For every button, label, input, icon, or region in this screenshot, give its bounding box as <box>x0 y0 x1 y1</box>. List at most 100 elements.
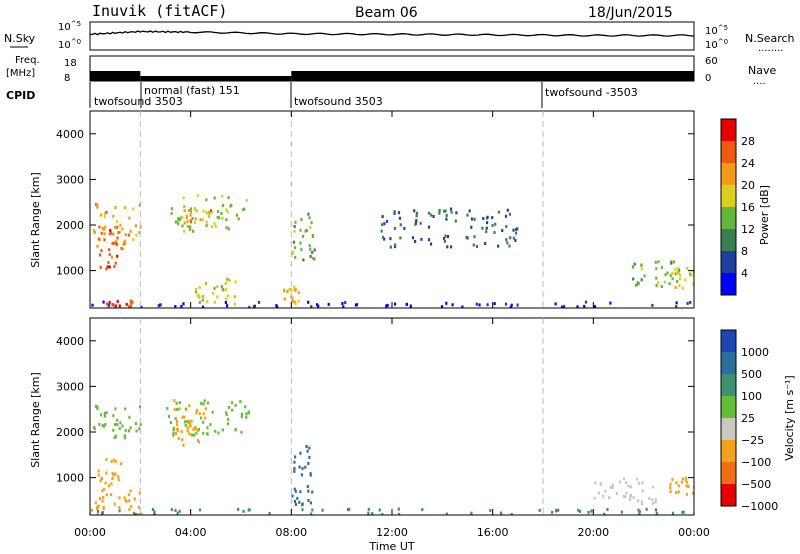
velocity-panel: 1000 2000 3000 4000 Slant Range [km] 1000 50… <box>29 317 796 516</box>
data-cell <box>299 490 302 494</box>
data-cell <box>124 233 127 236</box>
data-cell <box>645 507 648 511</box>
data-cell <box>100 231 103 235</box>
data-cell <box>299 451 302 455</box>
data-cell <box>298 465 301 469</box>
colorbar-swatch <box>721 352 736 374</box>
data-cell <box>293 285 296 289</box>
data-cell <box>663 280 666 284</box>
freq-label-1: Freq. <box>15 55 40 66</box>
data-cell <box>257 300 261 304</box>
data-cell <box>177 218 180 222</box>
data-cell <box>675 301 678 305</box>
x-axis-label: Time UT <box>368 540 414 553</box>
data-cell <box>640 263 643 267</box>
y-tick-label: 2000 <box>56 219 84 232</box>
freq-label-2: [MHz] <box>6 68 35 79</box>
data-cell <box>577 508 580 512</box>
data-cell <box>103 414 106 418</box>
data-cell <box>96 407 99 411</box>
data-cell <box>110 493 113 497</box>
data-cell <box>654 260 657 264</box>
data-cell <box>654 500 657 504</box>
freq-strip: Freq. [MHz] 18 8 60 0 Nave .... <box>6 55 776 87</box>
data-cell <box>380 229 383 233</box>
data-cell <box>116 299 119 303</box>
data-cell <box>393 227 397 230</box>
data-cell <box>625 491 628 495</box>
data-cell <box>105 411 108 415</box>
data-cell <box>637 481 641 485</box>
data-cell <box>294 503 298 506</box>
data-cell <box>308 455 311 459</box>
data-cell <box>225 411 228 415</box>
data-cell <box>293 300 296 304</box>
data-cell <box>611 483 614 487</box>
data-cell <box>438 208 441 212</box>
data-cell <box>686 267 689 270</box>
nave-tick-low: 0 <box>705 73 711 84</box>
data-cell <box>116 254 119 258</box>
x-tick-label: 08:00 <box>275 526 307 539</box>
data-cell <box>103 487 106 491</box>
data-cell <box>189 423 192 427</box>
data-cell <box>597 491 600 495</box>
data-cell <box>100 477 103 481</box>
data-cell <box>615 491 618 495</box>
data-cell <box>633 262 636 266</box>
data-cell <box>196 439 200 442</box>
data-cell <box>593 496 596 500</box>
data-cell <box>130 504 133 508</box>
data-cell <box>127 233 130 237</box>
data-cell <box>196 408 199 412</box>
data-cell <box>178 509 181 513</box>
data-cell <box>430 213 433 217</box>
data-cell <box>97 237 100 241</box>
data-cell <box>657 260 660 264</box>
data-cell <box>509 236 512 240</box>
data-cell <box>112 232 115 236</box>
data-cell <box>198 301 201 304</box>
data-cell <box>206 401 210 405</box>
data-cell <box>627 484 630 488</box>
data-cell <box>181 224 184 228</box>
data-cell <box>629 485 632 489</box>
data-cell <box>188 228 192 231</box>
y-tick-label: 3000 <box>56 173 84 186</box>
data-cell <box>299 241 302 245</box>
data-cell <box>509 305 512 308</box>
x-tick-label: 20:00 <box>577 526 609 539</box>
data-cell <box>640 502 643 506</box>
data-cell <box>342 305 345 308</box>
data-cell <box>680 480 683 484</box>
data-cell <box>226 210 229 214</box>
data-cell <box>609 486 612 489</box>
data-cell <box>403 226 406 230</box>
data-cell <box>510 512 513 515</box>
data-cell <box>294 302 297 306</box>
data-cell <box>294 455 297 459</box>
data-cell <box>587 510 590 514</box>
data-cell <box>188 421 191 425</box>
data-cell <box>211 291 215 295</box>
cpid-seg-3: twofsound -3503 <box>545 86 638 99</box>
freq-tick-low: 8 <box>64 73 70 84</box>
data-cell <box>114 423 117 427</box>
data-cell <box>651 498 654 502</box>
data-cell <box>172 426 175 430</box>
data-cell <box>205 224 208 228</box>
colorbar-tick-label: −100 <box>741 456 771 469</box>
y-tick-label: 2000 <box>56 426 84 439</box>
data-cell <box>504 302 508 306</box>
data-cell <box>240 430 243 434</box>
data-cell <box>184 407 187 411</box>
data-cell <box>381 215 384 219</box>
data-cell <box>116 220 119 224</box>
data-cell <box>102 227 105 231</box>
data-cell <box>173 407 176 411</box>
data-cell <box>179 215 183 219</box>
data-cell <box>108 301 111 304</box>
data-cell <box>177 437 180 440</box>
data-cell <box>228 278 231 282</box>
data-cell <box>355 303 358 307</box>
